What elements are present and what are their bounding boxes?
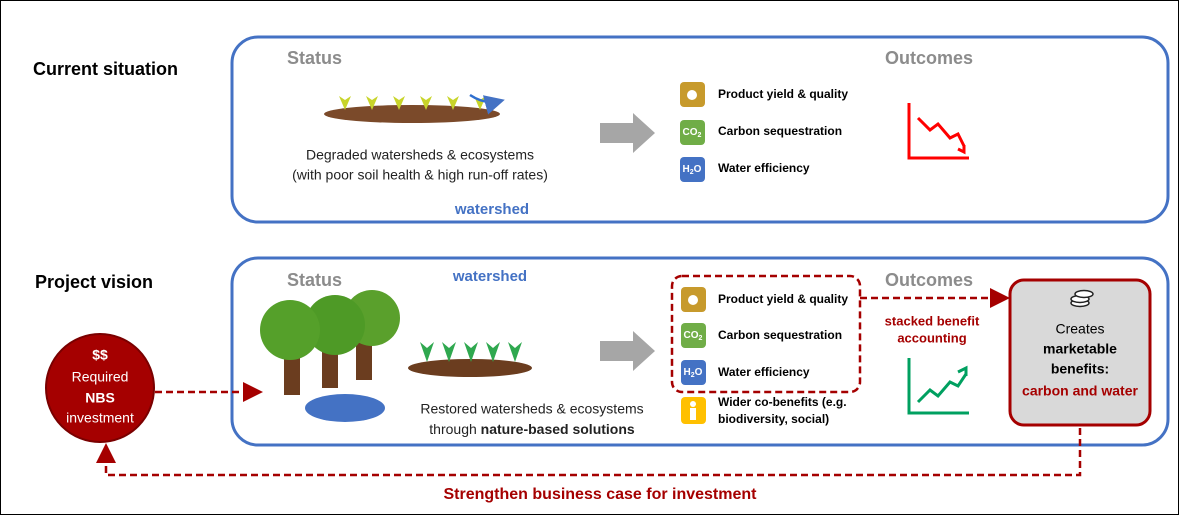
icon-bag (680, 82, 705, 107)
description: Degraded watersheds & ecosystems (306, 147, 534, 163)
indicator: Carbon sequestration (718, 328, 842, 342)
co-benefits: Wider co-benefits (e.g. (718, 395, 847, 409)
status-heading: Status (287, 270, 342, 290)
indicator: Water efficiency (718, 161, 810, 175)
watershed-label: watershed (454, 201, 529, 218)
benefits-text: benefits: (1051, 361, 1109, 377)
benefits-text: Creates (1055, 321, 1104, 337)
indicator: Product yield & quality (718, 87, 848, 101)
co-benefits: biodiversity, social) (718, 412, 829, 426)
indicator: Product yield & quality (718, 292, 848, 306)
description: through nature-based solutions (429, 421, 635, 437)
footer: Strengthen business case for investment (444, 486, 758, 503)
icon-co2: CO2 (681, 323, 706, 348)
icon-co2: CO2 (680, 120, 705, 145)
outcomes-heading: Outcomes (885, 270, 973, 290)
icon-h2o: H2O (680, 157, 705, 182)
benefits-text: carbon and water (1022, 383, 1138, 399)
stacked-label: accounting (897, 330, 966, 345)
description: Restored watersheds & ecosystems (420, 401, 643, 417)
description: (with poor soil health & high run-off ra… (292, 167, 548, 183)
icon-bag (681, 287, 706, 312)
stacked-label: stacked benefit (885, 313, 980, 328)
indicator: Water efficiency (718, 365, 810, 379)
investment-text: NBS (85, 390, 115, 406)
row-label: Current situation (33, 59, 178, 79)
icon-person (681, 397, 706, 424)
investment-text: $$ (92, 347, 108, 363)
investment-text: Required (72, 369, 129, 385)
benefits-text: marketable (1043, 341, 1117, 357)
diagram: Current situation Status Outcomes Degrad… (0, 0, 1179, 515)
investment-text: investment (66, 410, 134, 426)
row-label: Project vision (35, 272, 153, 292)
outcomes-heading: Outcomes (885, 48, 973, 68)
watershed-label: watershed (452, 268, 527, 285)
status-heading: Status (287, 48, 342, 68)
icon-h2o: H2O (681, 360, 706, 385)
indicator: Carbon sequestration (718, 124, 842, 138)
